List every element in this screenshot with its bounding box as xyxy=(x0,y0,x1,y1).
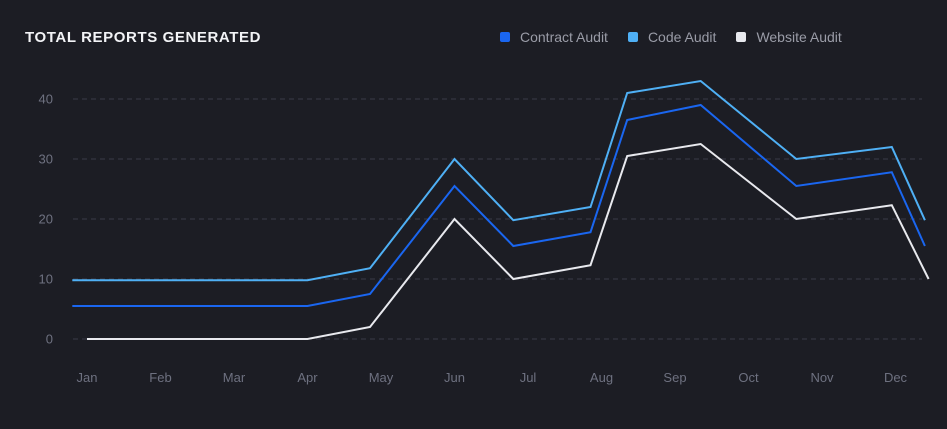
x-tick-label: May xyxy=(369,370,394,385)
x-tick-label: Sep xyxy=(663,370,686,385)
x-tick-label: Jun xyxy=(444,370,465,385)
legend-item-code-audit[interactable]: Code Audit xyxy=(627,29,717,45)
y-tick-label: 0 xyxy=(46,332,53,347)
x-tick-label: Jan xyxy=(77,370,98,385)
x-tick-label: Apr xyxy=(297,370,318,385)
series-line-website-audit[interactable] xyxy=(87,142,930,340)
legend-label: Code Audit xyxy=(647,29,717,45)
y-tick-label: 40 xyxy=(39,92,53,107)
legend-swatch xyxy=(627,32,638,42)
series-line-code-audit[interactable] xyxy=(72,79,926,282)
y-tick-label: 10 xyxy=(39,272,53,287)
series-line-contract-audit[interactable] xyxy=(72,103,926,307)
x-tick-label: Aug xyxy=(590,370,613,385)
x-tick-label: Oct xyxy=(738,370,759,385)
x-tick-label: Jul xyxy=(520,370,537,385)
x-tick-label: Dec xyxy=(884,370,908,385)
legend-swatch xyxy=(500,32,510,42)
legend-item-website-audit[interactable]: Website Audit xyxy=(736,29,842,45)
chart-legend: Contract Audit Code Audit Website Audit xyxy=(500,29,862,45)
y-tick-label: 30 xyxy=(39,152,53,167)
x-tick-label: Mar xyxy=(223,370,246,385)
x-tick-label: Feb xyxy=(149,370,171,385)
legend-label: Website Audit xyxy=(756,29,842,45)
chart-title: TOTAL REPORTS GENERATED xyxy=(25,29,262,46)
legend-label: Contract Audit xyxy=(520,29,608,45)
y-tick-label: 20 xyxy=(39,212,53,227)
legend-swatch xyxy=(736,32,747,42)
x-tick-label: Nov xyxy=(810,370,834,385)
legend-item-contract-audit[interactable]: Contract Audit xyxy=(500,29,608,45)
